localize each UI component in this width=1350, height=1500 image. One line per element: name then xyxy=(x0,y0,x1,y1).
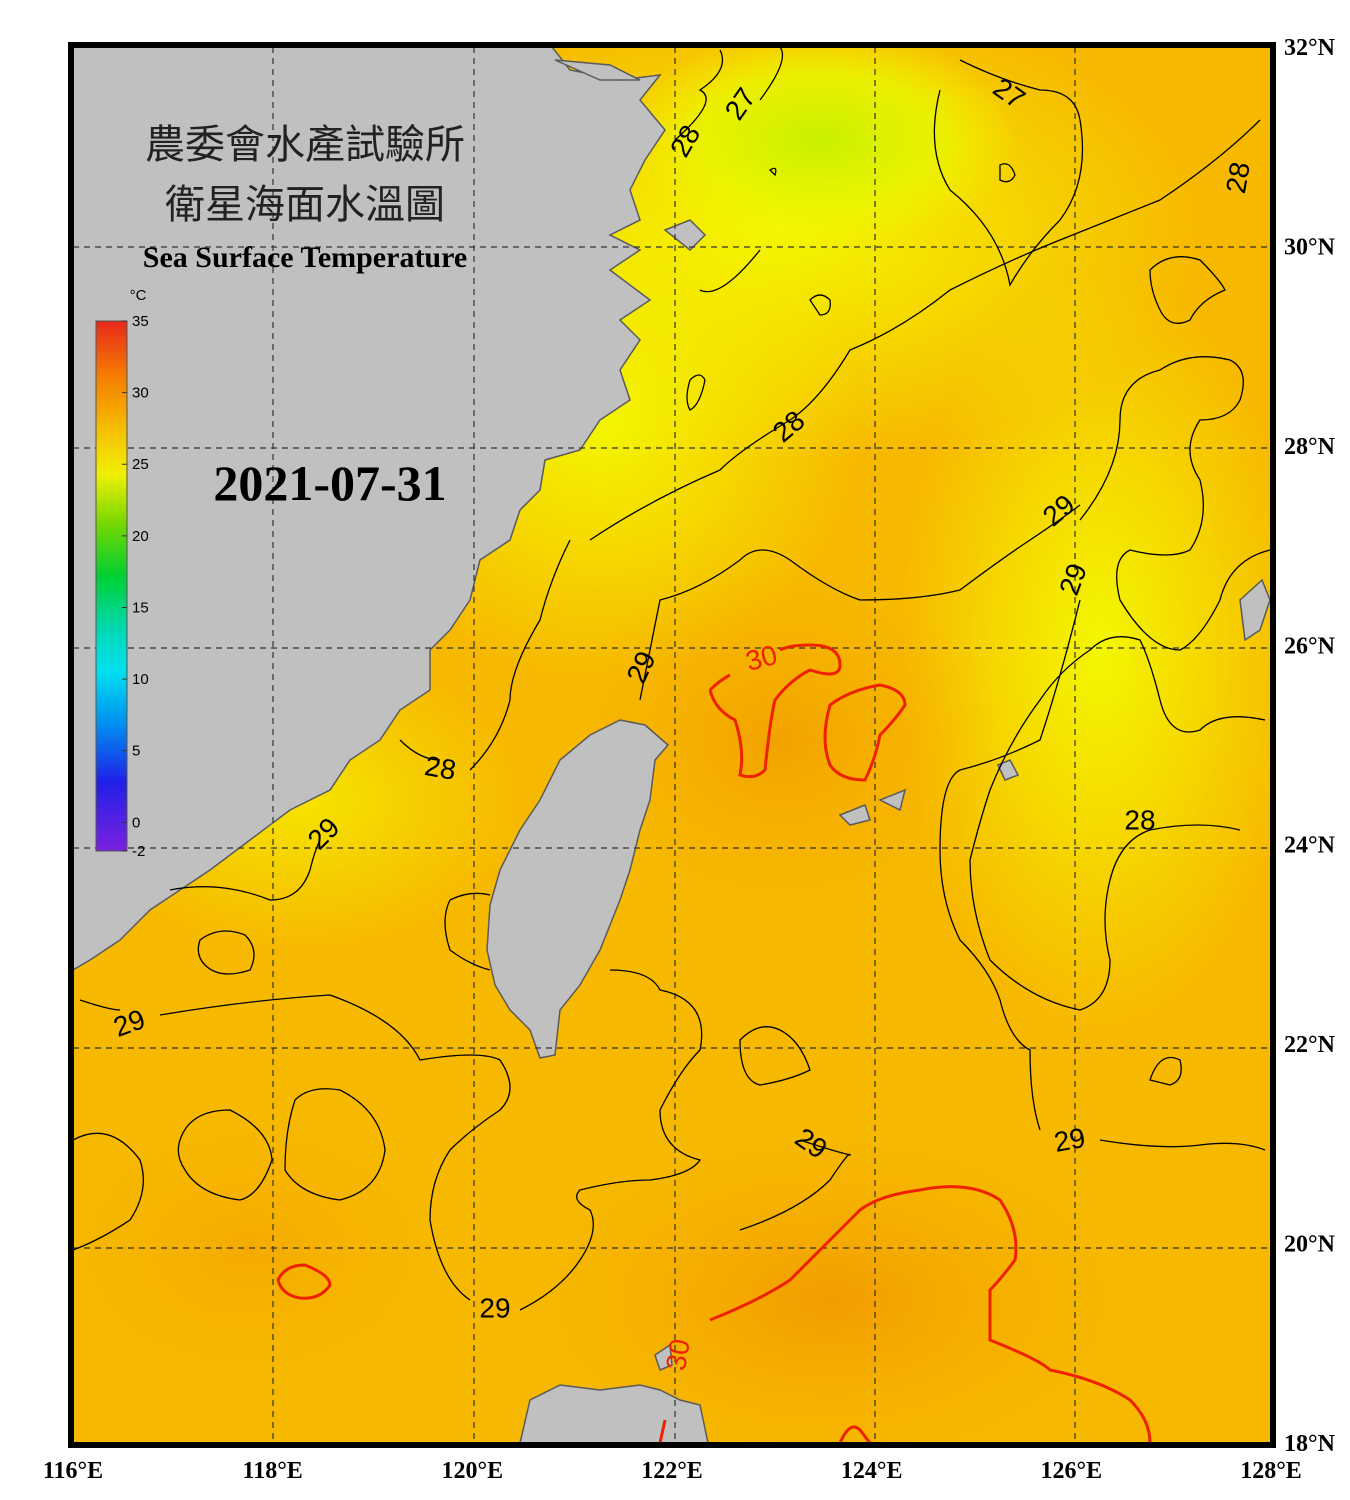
lon-label: 126°E xyxy=(1041,1458,1103,1484)
colorbar-tick-label: -2 xyxy=(132,843,145,860)
isotherms-30 xyxy=(276,643,1152,1443)
colorbar-tick-label: 20 xyxy=(132,528,149,545)
lon-label: 122°E xyxy=(641,1458,703,1484)
latitude-labels: 32°N 30°N 28°N 26°N 24°N 22°N 20°N 18°N xyxy=(1284,35,1336,1457)
colorbar-ramp xyxy=(95,320,128,852)
lat-label: 26°N xyxy=(1284,633,1336,659)
map-frame xyxy=(68,42,1276,1448)
isotherm-label: 29 xyxy=(1052,1122,1088,1158)
lon-label: 128°E xyxy=(1240,1458,1302,1484)
colorbar-unit: °C xyxy=(130,287,147,304)
mainland-china xyxy=(73,47,666,971)
lon-label: 116°E xyxy=(43,1458,103,1484)
colorbar-tick-label: 10 xyxy=(132,671,149,688)
chongming-island xyxy=(554,59,641,81)
colorbar: °C 35 30 25 20 15 10 5 0 -2 xyxy=(95,287,149,860)
ishigaki-islands xyxy=(878,788,907,812)
colorbar-tick-label: 0 xyxy=(132,814,140,831)
isotherm-label: 28 xyxy=(422,750,458,786)
land xyxy=(73,47,1271,1443)
isotherm-label: 28 xyxy=(1220,160,1256,196)
lon-label: 118°E xyxy=(243,1458,303,1484)
lat-label: 20°N xyxy=(1284,1232,1336,1258)
colorbar-ticks: 35 30 25 20 15 10 5 0 -2 xyxy=(122,313,149,860)
title-line1: 農委會水產試驗所 xyxy=(145,122,465,168)
longitude-labels: 116°E 118°E 120°E 122°E 124°E 126°E 128°E xyxy=(43,1458,1302,1484)
lat-label: 24°N xyxy=(1284,833,1336,859)
amami-island xyxy=(996,759,1020,781)
isotherm-label: 30 xyxy=(660,1337,696,1373)
miyako-islands xyxy=(838,804,871,826)
lat-label: 22°N xyxy=(1284,1032,1336,1058)
colorbar-tick-label: 25 xyxy=(132,456,149,473)
colorbar-tick-label: 5 xyxy=(132,743,140,760)
graticule xyxy=(73,47,1271,1443)
lat-label: 32°N xyxy=(1284,35,1336,61)
lon-label: 120°E xyxy=(442,1458,504,1484)
lat-label: 28°N xyxy=(1284,434,1336,460)
isotherm-label: 29 xyxy=(479,1292,510,1323)
isotherm-label: 28 xyxy=(1124,804,1155,835)
colorbar-tick-label: 15 xyxy=(132,599,149,616)
lat-label: 18°N xyxy=(1284,1431,1336,1457)
title-line2: 衛星海面水溫圖 xyxy=(165,182,445,228)
map-date: 2021-07-31 xyxy=(213,455,446,511)
colorbar-tick-label: 35 xyxy=(132,313,149,330)
title-line3: Sea Surface Temperature xyxy=(143,241,467,274)
taiwan-island xyxy=(486,719,670,1059)
luzon-island xyxy=(519,1384,709,1443)
batanes-islands xyxy=(654,1343,673,1372)
lon-label: 124°E xyxy=(841,1458,903,1484)
isotherms xyxy=(73,47,1271,1311)
okinawa-islands xyxy=(1239,578,1271,642)
colorbar-tick-label: 30 xyxy=(132,385,149,402)
lat-label: 30°N xyxy=(1284,234,1336,260)
